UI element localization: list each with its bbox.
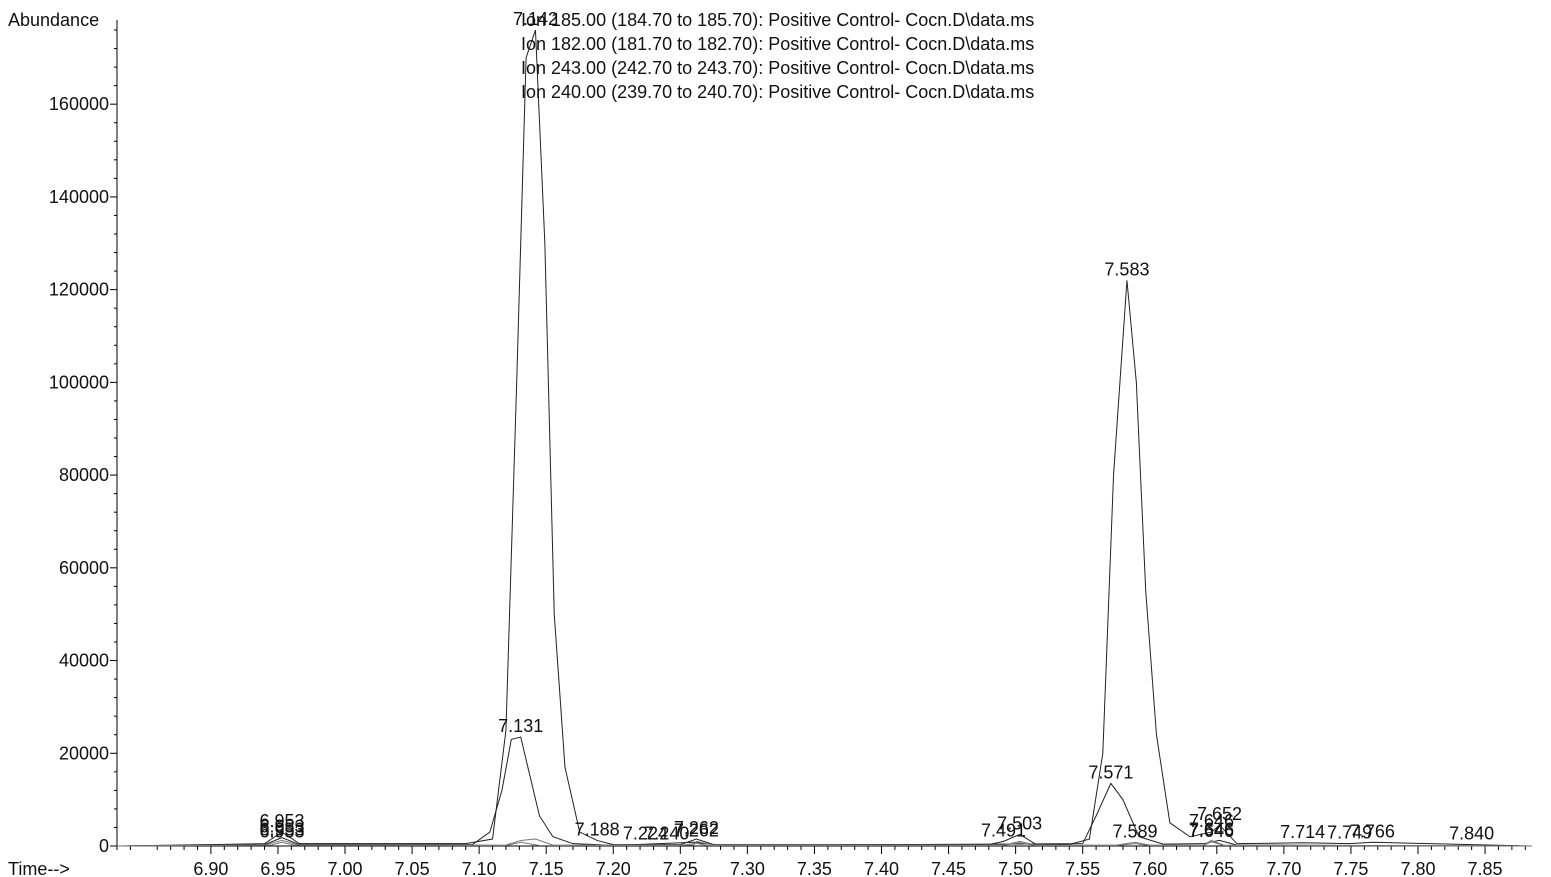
y-tick-label: 160000 xyxy=(49,94,109,114)
x-tick-label: 7.05 xyxy=(395,859,430,877)
series-line xyxy=(116,841,1533,847)
x-tick-label: 6.95 xyxy=(260,859,295,877)
x-tick-label: 7.65 xyxy=(1199,859,1234,877)
peak-label: 7.840 xyxy=(1449,824,1494,844)
peak-label: 6.953 xyxy=(259,819,304,839)
legend-entry: Ion 185.00 (184.70 to 185.70): Positive … xyxy=(521,10,1034,30)
series-line xyxy=(116,29,1533,847)
x-tick-label: 6.90 xyxy=(193,859,228,877)
y-tick-label: 40000 xyxy=(59,651,109,671)
x-tick-label: 7.50 xyxy=(998,859,1033,877)
x-tick-label: 7.80 xyxy=(1400,859,1435,877)
peak-label: 6.953 xyxy=(259,817,304,837)
x-tick-label: 7.75 xyxy=(1333,859,1368,877)
x-tick-label: 7.40 xyxy=(864,859,899,877)
legend-entry: Ion 240.00 (239.70 to 240.70): Positive … xyxy=(521,82,1034,102)
series-lines xyxy=(116,29,1533,847)
peak-label: 7.646 xyxy=(1189,811,1234,831)
peak-label: 7.224 xyxy=(623,824,668,844)
peak-label: 7.188 xyxy=(575,819,620,839)
x-tick-label: 7.25 xyxy=(663,859,698,877)
x-tick-label: 7.45 xyxy=(931,859,966,877)
x-tick-label: 7.20 xyxy=(596,859,631,877)
y-tick-label: 140000 xyxy=(49,187,109,207)
peak-label: 7.491 xyxy=(981,820,1026,840)
peak-label: 7.652 xyxy=(1197,804,1242,824)
axes: 0 20000 40000 60000 80000 100000 120000 140000 1… xyxy=(49,20,1532,877)
y-tick-label: 0 xyxy=(99,836,109,856)
peak-label: 7.262 xyxy=(674,818,719,838)
peak-label: 7.646 xyxy=(1189,821,1234,841)
y-tick-label: 20000 xyxy=(59,743,109,763)
x-tick-label: 7.10 xyxy=(462,859,497,877)
peak-labels: 7.1427.1317.5837.5716.9536.9536.9536.953… xyxy=(259,9,1494,844)
x-tick-label: 7.70 xyxy=(1266,859,1301,877)
x-tick-label: 7.30 xyxy=(730,859,765,877)
peak-label: 7.131 xyxy=(498,716,543,736)
peak-label: 6.953 xyxy=(259,811,304,831)
x-tick-label: 7.60 xyxy=(1132,859,1167,877)
y-tick-label: 120000 xyxy=(49,280,109,300)
peak-label: 7.749 xyxy=(1327,823,1372,843)
peak-label: 7.646 xyxy=(1189,819,1234,839)
y-tick-label: 100000 xyxy=(49,372,109,392)
legend-entry: Ion 243.00 (242.70 to 243.70): Positive … xyxy=(521,58,1034,78)
x-tick-label: 7.00 xyxy=(327,859,362,877)
x-tick-label: 7.55 xyxy=(1065,859,1100,877)
peak-label: 7.240 xyxy=(644,824,689,844)
y-tick-label: 60000 xyxy=(59,558,109,578)
x-tick-label: 7.15 xyxy=(529,859,564,877)
peak-label: 7.766 xyxy=(1350,821,1395,841)
peak-label: 6.953 xyxy=(259,821,304,841)
peak-label: 7.714 xyxy=(1280,822,1325,842)
x-tick-label: 7.35 xyxy=(797,859,832,877)
peak-label: 7.142 xyxy=(513,9,558,29)
legend: Ion 185.00 (184.70 to 185.70): Positive … xyxy=(521,10,1034,102)
peak-label: 7.571 xyxy=(1088,762,1133,782)
y-tick-label: 80000 xyxy=(59,465,109,485)
legend-entry: Ion 182.00 (181.70 to 182.70): Positive … xyxy=(521,34,1034,54)
peak-label: 7.503 xyxy=(997,813,1042,833)
x-axis-title: Time--> xyxy=(8,859,70,877)
x-tick-label: 7.85 xyxy=(1468,859,1503,877)
y-axis-title: Abundance xyxy=(8,10,99,30)
peak-label: 7.583 xyxy=(1104,259,1149,279)
peak-label: 7.589 xyxy=(1112,821,1157,841)
peak-label: 7.262 xyxy=(674,820,719,840)
